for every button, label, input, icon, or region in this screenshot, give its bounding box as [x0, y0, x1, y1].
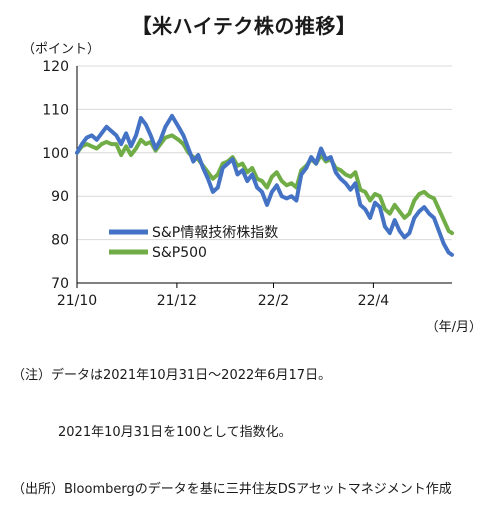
note-line-2: 2021年10月31日を100として指数化。 — [58, 425, 292, 440]
x-tick-label-22/4: 22/4 — [358, 293, 390, 309]
y-tick-label-110: 110 — [42, 102, 69, 118]
x-tick-label-21/12: 21/12 — [157, 293, 197, 309]
series-line-0 — [75, 113, 454, 257]
footnotes: （注）データは2021年10月31日～2022年6月17日。 2021年10月3… — [12, 328, 452, 518]
chart-title: 【米ハイテク株の推移】 — [131, 14, 357, 38]
y-tick-label-90: 90 — [51, 189, 69, 205]
series-lines — [75, 113, 454, 257]
y-axis-unit: （ポイント） — [22, 42, 101, 57]
x-tick-label-21/10: 21/10 — [57, 293, 97, 309]
series-line-1 — [75, 133, 454, 236]
note-line-3: （出所）Bloombergのデータを基に三井住友DSアセットマネジメント作成 — [12, 482, 452, 497]
x-axis-unit: （年/月） — [425, 320, 482, 335]
y-tick-label-100: 100 — [42, 146, 69, 162]
axes: 70 80 90 100 110 120 21/10 21/12 22/2 22/4 — [42, 59, 452, 309]
x-tick-label-22/2: 22/2 — [258, 293, 289, 309]
note-line-1: （注）データは2021年10月31日～2022年6月17日。 — [12, 368, 332, 383]
line-chart: 70 80 90 100 110 120 21/10 21/12 22/2 22/4 S&P情報技… — [42, 59, 454, 309]
y-tick-label-70: 70 — [51, 276, 69, 292]
legend: S&P情報技術株指数 S&P500 — [109, 225, 278, 261]
legend-label-0: S&P情報技術株指数 — [152, 225, 278, 241]
y-tick-label-120: 120 — [42, 59, 69, 75]
legend-label-1: S&P500 — [152, 245, 207, 261]
y-tick-label-80: 80 — [51, 233, 69, 249]
